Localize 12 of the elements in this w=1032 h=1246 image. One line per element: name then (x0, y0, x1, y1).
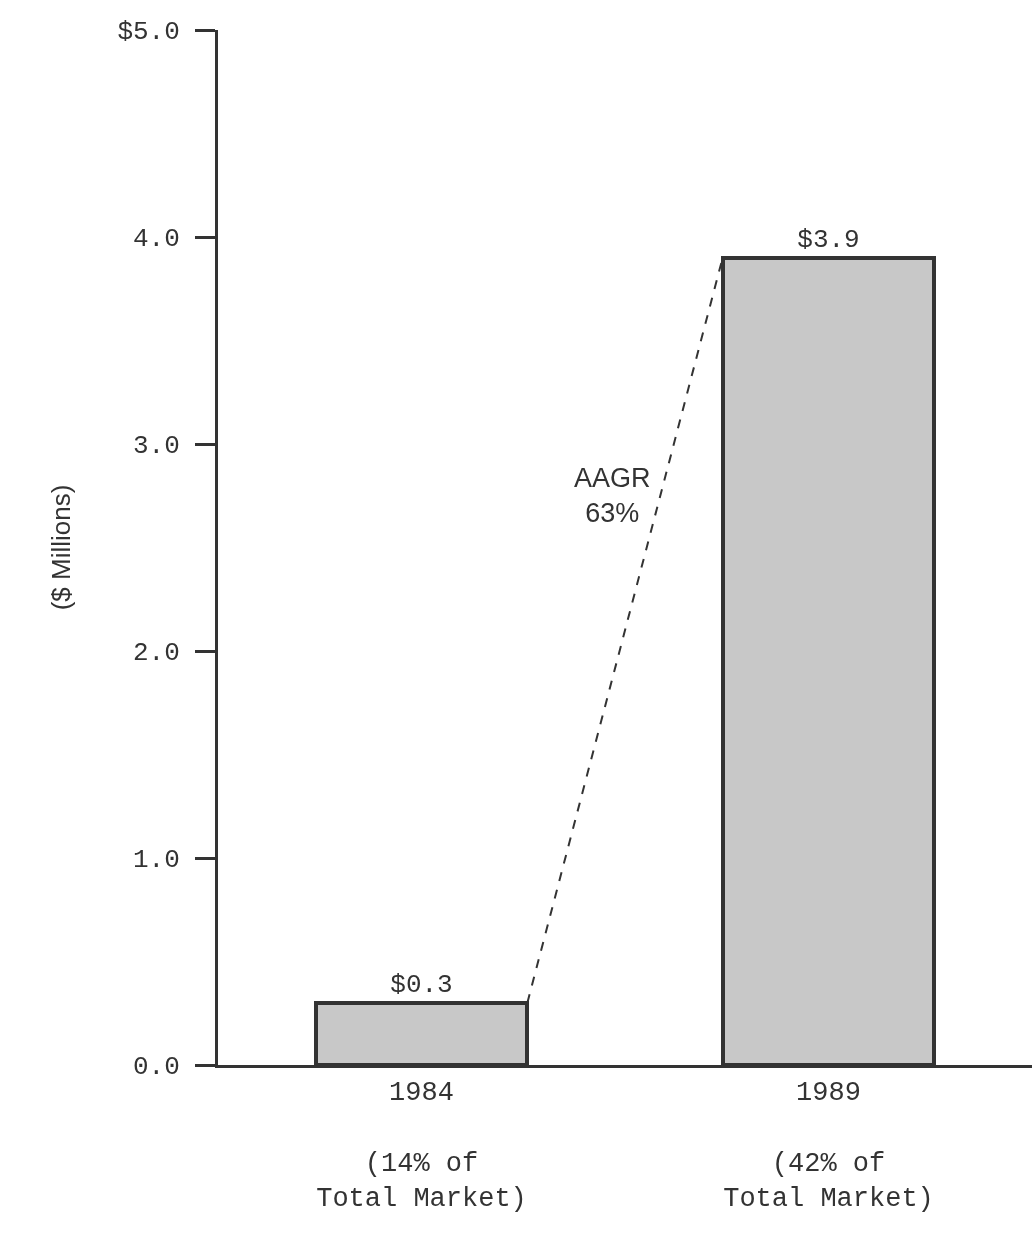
y-tick-label: 0.0 (132, 1052, 180, 1083)
y-tick-label: $5.0 (117, 17, 180, 48)
y-tick-label: 3.0 (132, 431, 180, 462)
data-label: $0.3 (390, 970, 453, 1000)
y-tick-label: 2.0 (132, 638, 180, 669)
category-label: 1984 (14% of Total Market) (316, 1078, 527, 1214)
y-tick-label: 1.0 (132, 845, 180, 876)
annotation: AAGR 63% (574, 463, 651, 529)
y-axis-title: ($ Millions) (45, 484, 76, 611)
data-label: $3.9 (797, 225, 860, 255)
y-tick-label: 4.0 (132, 224, 180, 255)
category-label: 1989 (42% of Total Market) (723, 1078, 934, 1214)
